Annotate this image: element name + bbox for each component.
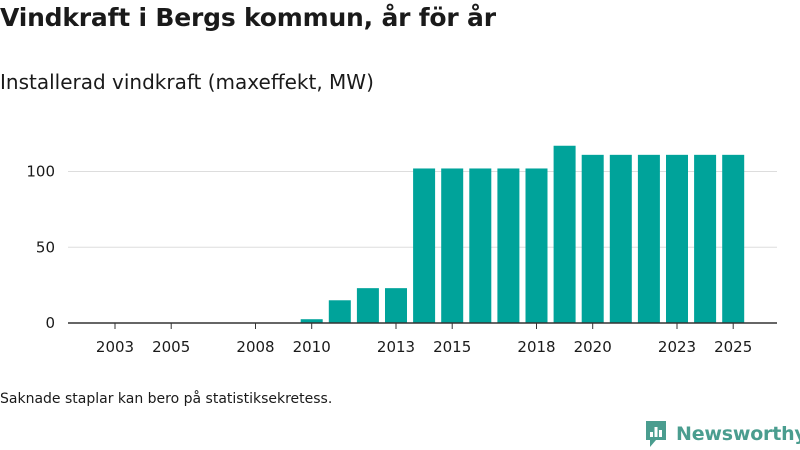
x-tick-label: 2008	[236, 338, 274, 356]
bar	[497, 168, 520, 323]
bar	[441, 168, 464, 323]
x-tick-label: 2018	[517, 338, 555, 356]
bar	[581, 154, 604, 323]
bar	[525, 168, 548, 323]
footnote: Saknade staplar kan bero på statistiksek…	[0, 391, 333, 407]
bar	[694, 154, 717, 323]
chart-title: Vindkraft i Bergs kommun, år för år	[0, 3, 496, 32]
x-tick-label: 2015	[433, 338, 471, 356]
bar	[637, 154, 660, 323]
bar	[722, 154, 745, 323]
bar	[666, 154, 688, 323]
axes: 0 50 100 2003 2005 2008 2010 2013 2015 2018 2020 20…	[26, 163, 777, 356]
bar	[469, 168, 492, 323]
bars	[300, 145, 745, 323]
x-tick-label: 2020	[574, 338, 612, 356]
newsworthy-icon	[646, 421, 666, 447]
bar	[609, 154, 632, 323]
x-tick-label: 2023	[658, 338, 696, 356]
y-tick-label: 50	[36, 238, 55, 256]
bar	[553, 145, 576, 323]
x-tick-label: 2010	[293, 338, 331, 356]
bar	[356, 288, 379, 323]
bar-chart: 0 50 100 2003 2005 2008 2010 2013 2015 2018 2020 20…	[26, 145, 777, 356]
y-tick-label: 100	[26, 163, 55, 181]
chart-subtitle: Installerad vindkraft (maxeffekt, MW)	[0, 70, 374, 94]
bar	[300, 319, 323, 323]
x-tick-label: 2005	[152, 338, 190, 356]
bar	[385, 288, 407, 323]
x-tick-label: 2025	[714, 338, 752, 356]
bar	[328, 300, 351, 323]
x-tick-label: 2013	[377, 338, 415, 356]
brand-name: Newsworthy	[676, 423, 800, 445]
bar	[413, 168, 436, 323]
y-tick-label: 0	[45, 314, 55, 332]
newsworthy-logo: Newsworthy	[644, 420, 800, 448]
x-tick-label: 2003	[96, 338, 134, 356]
